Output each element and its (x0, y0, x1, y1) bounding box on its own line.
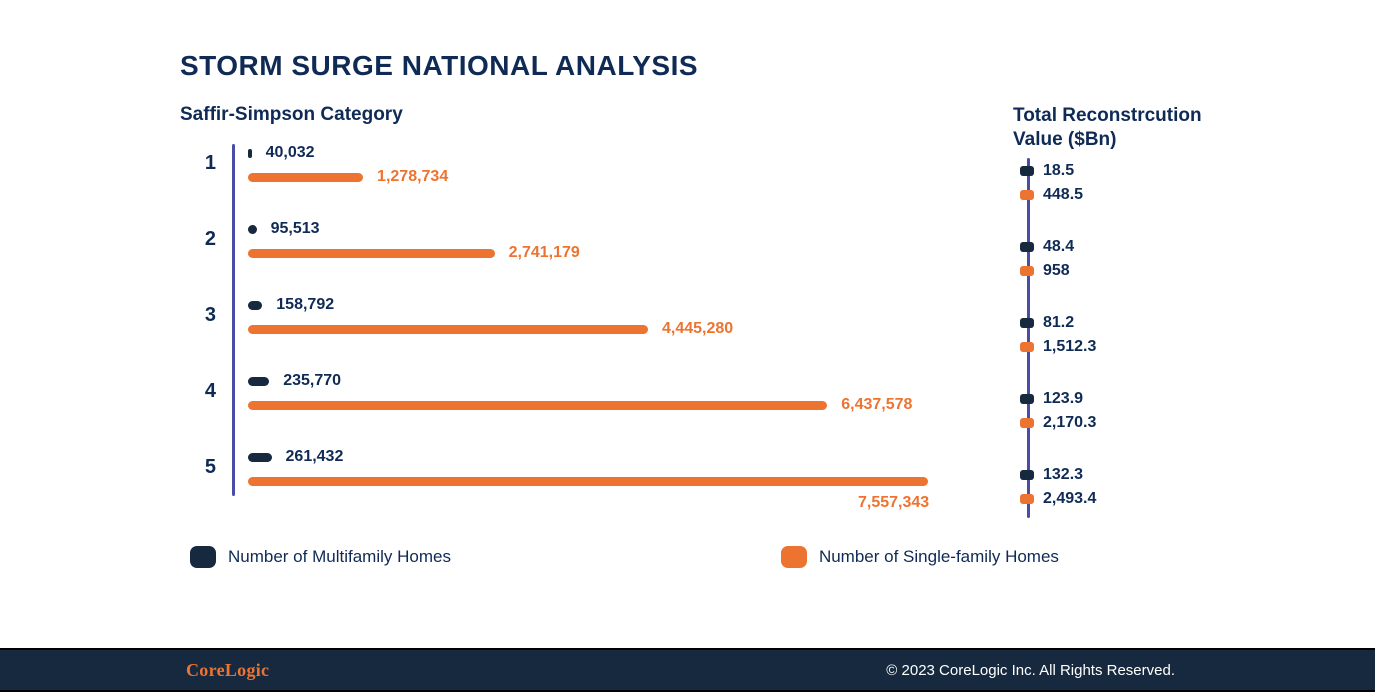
recon-marker-singlefamily (1020, 266, 1034, 276)
bar-multifamily (248, 301, 262, 310)
bar-row-singlefamily: 4,445,280 (236, 320, 985, 338)
category-label: 5 (180, 456, 216, 479)
recon-marker-multifamily (1020, 394, 1034, 404)
recon-marker-multifamily (1020, 470, 1034, 480)
bar-row-singlefamily: 1,278,734 (236, 168, 985, 186)
copyright-text: © 2023 CoreLogic Inc. All Rights Reserve… (886, 662, 1175, 679)
category-list: 1 40,032 1,278,734 2 95,513 2,741,179 3 158,792… (180, 144, 985, 496)
recon-row-singlefamily: 958 (1035, 262, 1215, 280)
recon-marker-multifamily (1020, 242, 1034, 252)
chart-subtitle: Saffir-Simpson Category (180, 104, 985, 126)
recon-marker-multifamily (1020, 166, 1034, 176)
recon-group: 132.3 2,493.4 (1035, 466, 1215, 514)
bar-row-singlefamily: 2,741,179 (236, 244, 985, 262)
recon-row-multifamily: 18.5 (1035, 162, 1215, 180)
bar-value-singlefamily: 6,437,578 (841, 396, 912, 414)
legend: Number of Multifamily Homes Number of Si… (180, 546, 1215, 568)
bar-value-multifamily: 158,792 (276, 296, 334, 314)
recon-value-multifamily: 48.4 (1043, 238, 1074, 256)
recon-marker-singlefamily (1020, 190, 1034, 200)
recon-group: 123.9 2,170.3 (1035, 390, 1215, 438)
reconstruction-list: 18.5448.548.495881.21,512.3123.92,170.31… (1013, 162, 1215, 514)
category-group: 5261,4327,557,343 (236, 448, 985, 496)
category-group: 295,5132,741,179 (236, 220, 985, 268)
bar-value-multifamily: 261,432 (286, 448, 344, 466)
bar-multifamily (248, 377, 269, 386)
bar-value-singlefamily: 1,278,734 (377, 168, 448, 186)
category-label: 2 (180, 228, 216, 251)
recon-value-singlefamily: 2,170.3 (1043, 414, 1096, 432)
bar-row-multifamily: 158,792 (236, 296, 985, 314)
category-group: 3158,7924,445,280 (236, 296, 985, 344)
legend-swatch-singlefamily (781, 546, 807, 568)
bar-singlefamily (248, 401, 827, 410)
reconstruction-column: Total Reconstrcution Value ($Bn) 18.5 448… (985, 104, 1215, 516)
reconstruction-title: Total Reconstrcution Value ($Bn) (1013, 104, 1215, 152)
bar-value-multifamily: 235,770 (283, 372, 341, 390)
y-axis-line (232, 144, 235, 496)
bar-multifamily (248, 225, 257, 234)
recon-row-multifamily: 132.3 (1035, 466, 1215, 484)
recon-row-singlefamily: 1,512.3 (1035, 338, 1215, 356)
category-group: 4235,7706,437,578 (236, 372, 985, 420)
recon-row-singlefamily: 448.5 (1035, 186, 1215, 204)
legend-swatch-multifamily (190, 546, 216, 568)
recon-group: 18.5 448.5 (1035, 162, 1215, 210)
bar-row-multifamily: 235,770 (236, 372, 985, 390)
recon-value-multifamily: 81.2 (1043, 314, 1074, 332)
recon-marker-multifamily (1020, 318, 1034, 328)
bar-singlefamily (248, 477, 928, 486)
chart-row: Saffir-Simpson Category 1 40,032 1,278,734… (180, 104, 1215, 516)
recon-value-singlefamily: 2,493.4 (1043, 490, 1096, 508)
chart-title: STORM SURGE NATIONAL ANALYSIS (180, 50, 1215, 82)
legend-label-multifamily: Number of Multifamily Homes (228, 547, 451, 567)
category-group: 140,0321,278,734 (236, 144, 985, 192)
recon-marker-singlefamily (1020, 494, 1034, 504)
recon-marker-singlefamily (1020, 418, 1034, 428)
chart-container: STORM SURGE NATIONAL ANALYSIS Saffir-Sim… (0, 0, 1375, 568)
main-chart: Saffir-Simpson Category 1 40,032 1,278,734… (180, 104, 985, 498)
bar-singlefamily (248, 249, 495, 258)
bar-row-multifamily: 261,432 (236, 448, 985, 466)
bar-singlefamily (248, 325, 648, 334)
bar-value-multifamily: 40,032 (266, 144, 315, 162)
bar-multifamily (248, 453, 272, 462)
bar-value-singlefamily: 7,557,343 (858, 494, 929, 512)
bar-row-multifamily: 95,513 (236, 220, 985, 238)
bar-multifamily (248, 149, 252, 158)
legend-label-singlefamily: Number of Single-family Homes (819, 547, 1059, 567)
footer: CoreLogic © 2023 CoreLogic Inc. All Righ… (0, 648, 1375, 692)
recon-marker-singlefamily (1020, 342, 1034, 352)
recon-value-multifamily: 123.9 (1043, 390, 1083, 408)
legend-item-multifamily: Number of Multifamily Homes (190, 546, 451, 568)
category-label: 3 (180, 304, 216, 327)
recon-value-multifamily: 132.3 (1043, 466, 1083, 484)
brand-logo: CoreLogic (186, 660, 269, 681)
bar-row-multifamily: 40,032 (236, 144, 985, 162)
category-label: 4 (180, 380, 216, 403)
bar-singlefamily (248, 173, 363, 182)
recon-axis-line (1027, 158, 1030, 518)
recon-group: 48.4 958 (1035, 238, 1215, 286)
recon-row-singlefamily: 2,493.4 (1035, 490, 1215, 508)
bar-value-multifamily: 95,513 (271, 220, 320, 238)
category-label: 1 (180, 152, 216, 175)
legend-item-singlefamily: Number of Single-family Homes (781, 546, 1059, 568)
bar-value-singlefamily: 4,445,280 (662, 320, 733, 338)
recon-row-multifamily: 81.2 (1035, 314, 1215, 332)
recon-group: 81.2 1,512.3 (1035, 314, 1215, 362)
recon-value-singlefamily: 448.5 (1043, 186, 1083, 204)
bar-row-singlefamily (236, 472, 985, 490)
recon-value-singlefamily: 1,512.3 (1043, 338, 1096, 356)
recon-value-singlefamily: 958 (1043, 262, 1070, 280)
bar-row-singlefamily: 6,437,578 (236, 396, 985, 414)
bar-value-singlefamily: 2,741,179 (509, 244, 580, 262)
recon-row-multifamily: 123.9 (1035, 390, 1215, 408)
recon-value-multifamily: 18.5 (1043, 162, 1074, 180)
recon-row-singlefamily: 2,170.3 (1035, 414, 1215, 432)
recon-row-multifamily: 48.4 (1035, 238, 1215, 256)
